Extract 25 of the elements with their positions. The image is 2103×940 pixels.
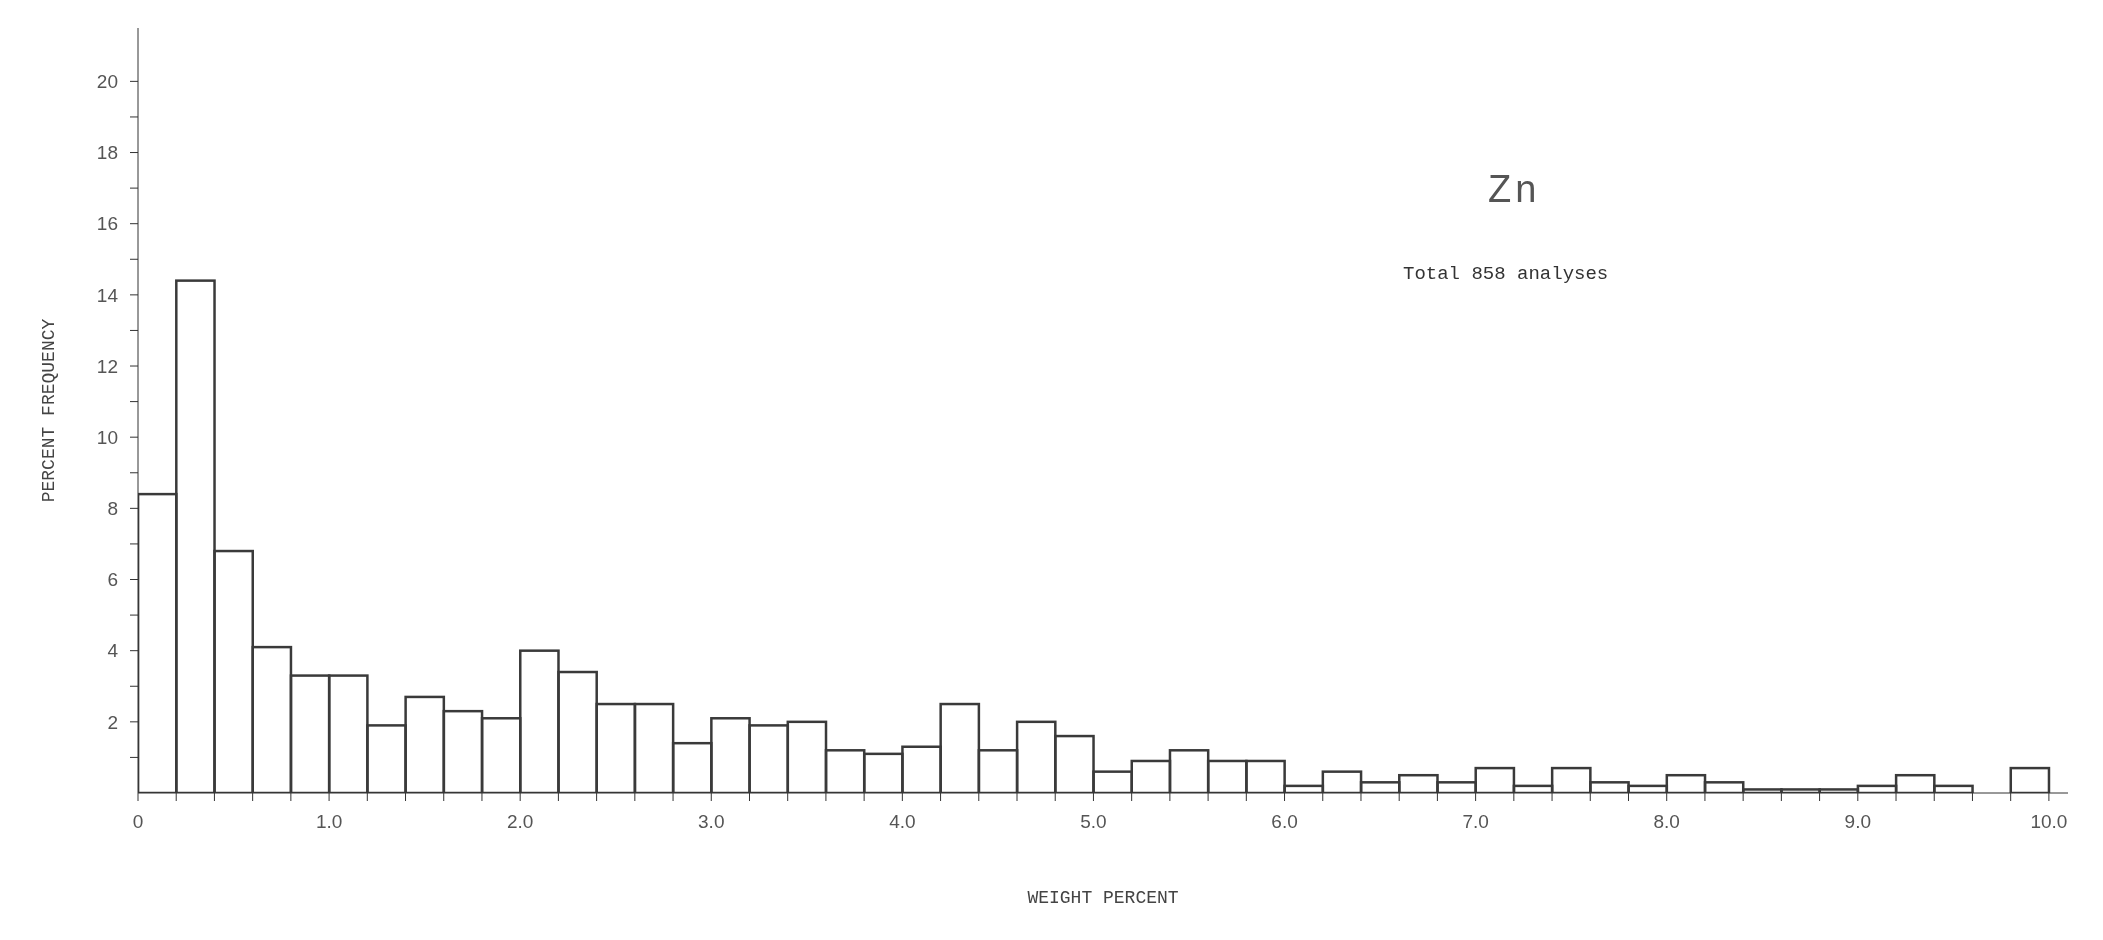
x-tick-label: 2.0 [506,811,534,833]
text: Zn [1488,168,1541,211]
y-tick-label: 14 [96,284,119,306]
y-axis-title: PERCENT FREQUENCY [39,318,60,503]
y-tick-label: 2 [107,711,118,733]
y-tick-label: 12 [96,355,118,377]
y-tick-label: 8 [107,498,118,520]
y-tick-label: 6 [107,569,118,591]
y-tick-label: 10 [96,426,118,448]
y-tick-label: 4 [107,640,119,662]
x-tick-label: 10.0 [2030,811,2068,833]
x-axis-title: WEIGHT PERCENT [1027,888,1179,908]
x-tick-label: 5.0 [1080,811,1107,833]
y-tick-label: 18 [96,142,118,164]
x-tick-label: 0 [132,811,144,833]
x-tick-label: 4.0 [889,811,916,833]
x-tick-label: 6.0 [1271,811,1298,833]
x-tick-label: 7.0 [1462,811,1489,833]
y-tick-label: 20 [96,71,118,93]
x-tick-label: 3.0 [698,811,725,833]
x-tick-label: 8.0 [1653,811,1680,833]
y-tick-label: 16 [96,213,118,235]
text: Total 858 analyses [1403,263,1609,285]
x-tick-label: 1.0 [315,811,343,833]
x-tick-label: 9.0 [1844,811,1872,833]
